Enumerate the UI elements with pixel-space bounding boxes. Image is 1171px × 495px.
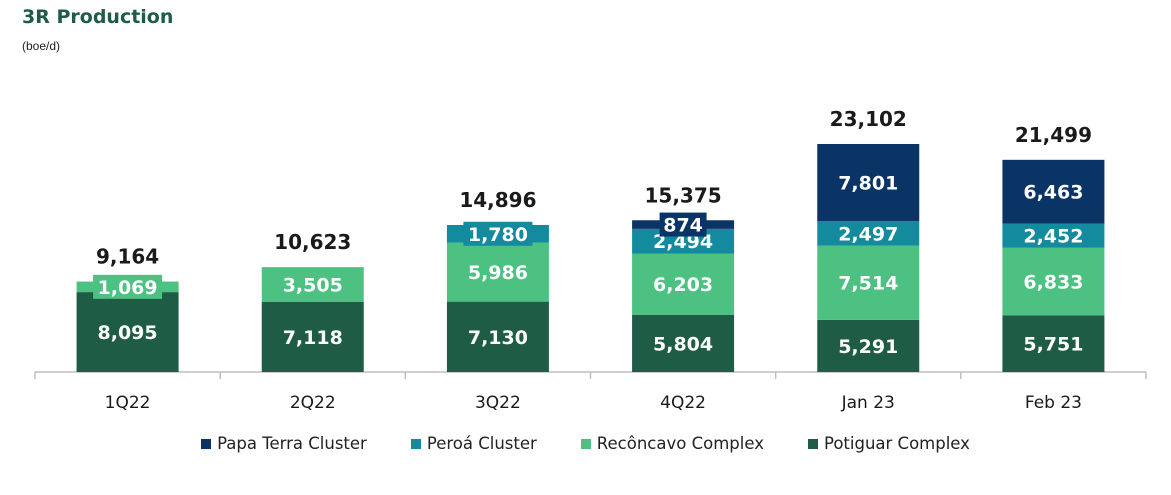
legend-item-potiguar: Potiguar Complex <box>807 434 970 453</box>
x-tick-label: 4Q22 <box>660 393 706 413</box>
total-label: 15,375 <box>644 183 721 207</box>
bar-segment-reconcavo <box>261 267 364 302</box>
bar-segment-peroa <box>817 220 920 246</box>
data-label: 7,118 <box>283 327 343 349</box>
data-label: 5,751 <box>1023 334 1083 356</box>
bar-segment-potiguar <box>76 292 179 372</box>
data-label: 3,505 <box>283 274 343 296</box>
legend-swatch-peroa <box>410 438 421 449</box>
data-label: 2,494 <box>653 231 713 253</box>
data-label: 1,780 <box>468 224 528 246</box>
data-label: 7,514 <box>838 273 898 295</box>
data-label: 8,095 <box>98 322 158 344</box>
bar-segment-potiguar <box>1002 315 1105 372</box>
chart-title: 3R Production <box>22 6 174 28</box>
bar-segment-reconcavo <box>1002 247 1105 316</box>
bar-segment-reconcavo <box>446 242 549 302</box>
data-label: 7,130 <box>468 327 528 349</box>
x-tick-label: 3Q22 <box>475 393 521 413</box>
total-label: 23,102 <box>830 107 907 131</box>
bar-segment-potiguar <box>446 301 549 372</box>
data-label: 7,801 <box>838 172 898 194</box>
total-label: 21,499 <box>1015 123 1092 147</box>
data-label: 6,833 <box>1023 272 1083 294</box>
data-label: 5,804 <box>653 333 713 355</box>
legend-label-peroa: Peroá Cluster <box>426 434 537 453</box>
x-tick-label: Feb 23 <box>1025 393 1082 413</box>
chart-legend: Papa Terra Cluster Peroá Cluster Recônca… <box>0 434 1171 453</box>
total-label: 9,164 <box>96 245 159 269</box>
legend-swatch-papa-terra <box>201 438 212 449</box>
data-label: 2,497 <box>838 223 898 245</box>
data-label-box <box>463 221 533 246</box>
bar-segment-potiguar <box>261 301 364 372</box>
data-label: 6,463 <box>1023 182 1083 204</box>
legend-swatch-reconcavo <box>580 438 591 449</box>
stacked-bar-chart: 8,095 1,069 9,164 1Q22 7,118 3,505 10,623 2Q22 7… <box>34 107 1147 413</box>
chart-unit-label: (boe/d) <box>22 39 61 53</box>
legend-label-potiguar: Potiguar Complex <box>823 434 970 453</box>
data-label: 5,291 <box>838 336 898 358</box>
legend-item-reconcavo: Recôncavo Complex <box>580 434 764 453</box>
data-label: 1,069 <box>98 277 158 299</box>
bar-segment-potiguar <box>632 314 735 372</box>
bar-segment-reconcavo <box>632 253 735 315</box>
bar-segment-papa_terra <box>1002 159 1105 224</box>
total-label: 14,896 <box>459 188 536 212</box>
data-label: 6,203 <box>653 274 713 296</box>
legend-swatch-potiguar <box>807 438 818 449</box>
x-tick-label: Jan 23 <box>841 393 895 413</box>
bar-segment-papa_terra <box>817 143 920 221</box>
data-label: 874 <box>663 215 703 237</box>
bar-segment-peroa <box>1002 223 1105 248</box>
data-label: 5,986 <box>468 262 528 284</box>
data-label: 2,452 <box>1023 226 1083 248</box>
legend-label-reconcavo: Recôncavo Complex <box>596 434 764 453</box>
total-label: 10,623 <box>274 230 351 254</box>
legend-label-papa-terra: Papa Terra Cluster <box>217 434 367 453</box>
data-label-box <box>659 212 707 237</box>
x-tick-label: 1Q22 <box>105 393 151 413</box>
bar-segment-potiguar <box>817 319 920 372</box>
data-label-box <box>93 274 163 299</box>
legend-item-peroa: Peroá Cluster <box>410 434 537 453</box>
bar-segment-reconcavo <box>817 245 920 320</box>
legend-item-papa-terra: Papa Terra Cluster <box>201 434 367 453</box>
x-tick-label: 2Q22 <box>290 393 336 413</box>
